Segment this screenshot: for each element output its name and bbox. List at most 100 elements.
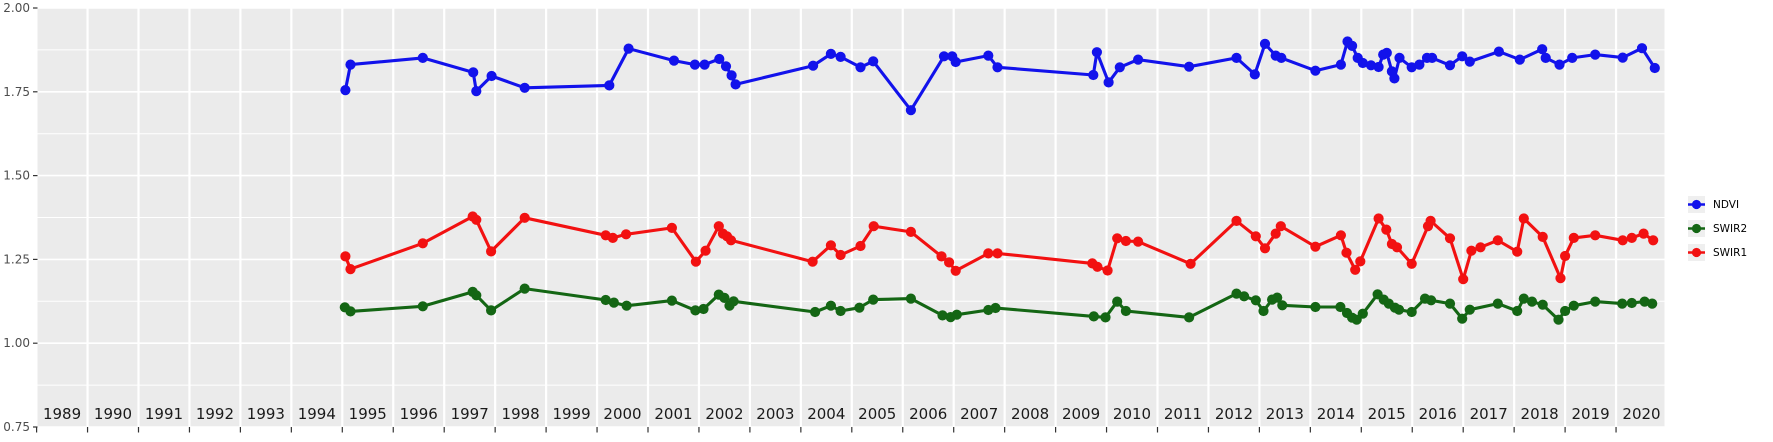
legend-item-swir2: SWIR2: [1688, 220, 1747, 237]
data-point-swir2: [1357, 308, 1368, 319]
data-point-swir2: [937, 310, 948, 321]
data-point-ndvi: [992, 62, 1003, 73]
data-point-ndvi: [1554, 59, 1565, 70]
data-point-swir1: [992, 248, 1003, 259]
data-point-ndvi: [1231, 52, 1242, 64]
data-point-swir2: [690, 305, 701, 316]
legend-item-ndvi: NDVI: [1688, 196, 1747, 213]
x-axis-year-label: 2012: [1215, 405, 1253, 423]
data-point-swir1: [1425, 215, 1436, 226]
data-point-swir2: [825, 300, 837, 311]
data-point-ndvi: [340, 85, 351, 96]
data-point-swir1: [1391, 242, 1403, 253]
data-point-swir1: [1537, 231, 1548, 242]
data-point-swir1: [1112, 233, 1123, 244]
data-point-swir2: [719, 292, 730, 303]
x-axis-year-label: 2001: [654, 405, 692, 423]
data-point-swir1: [1310, 241, 1321, 252]
data-point-swir1: [1466, 245, 1477, 256]
data-point-swir2: [951, 309, 962, 320]
data-point-swir2: [1457, 313, 1468, 324]
data-point-swir1: [1275, 221, 1286, 232]
x-axis-year-label: 2019: [1571, 405, 1609, 423]
data-point-swir1: [1406, 258, 1417, 269]
y-axis-tick-label: 1.50: [3, 169, 30, 183]
data-point-swir2: [1277, 300, 1288, 311]
data-point-ndvi: [345, 59, 356, 70]
data-point-swir2: [1184, 312, 1195, 323]
data-point-swir1: [1560, 250, 1571, 262]
data-point-swir2: [1590, 296, 1601, 307]
data-point-swir2: [1310, 301, 1321, 313]
data-point-swir2: [1560, 305, 1571, 317]
data-point-swir2: [621, 300, 632, 311]
data-point-swir2: [1647, 298, 1658, 309]
data-point-swir1: [807, 256, 818, 267]
legend-label-ndvi: NDVI: [1713, 198, 1740, 211]
data-point-swir1: [1626, 232, 1637, 243]
data-point-ndvi: [1335, 59, 1346, 70]
data-point-ndvi: [1414, 59, 1425, 70]
data-point-swir1: [1092, 261, 1103, 272]
data-point-ndvi: [1444, 60, 1456, 71]
x-axis-year-label: 1992: [196, 405, 234, 423]
data-point-swir2: [1553, 314, 1564, 325]
data-point-ndvi: [1389, 73, 1400, 84]
data-point-ndvi: [1649, 62, 1660, 74]
data-point-ndvi: [417, 52, 428, 64]
data-point-swir2: [1568, 300, 1579, 311]
data-point-swir1: [1638, 228, 1649, 239]
data-point-ndvi: [714, 53, 725, 65]
legend-key-swir2: [1688, 220, 1705, 237]
x-axis-year-label: 2002: [705, 405, 743, 423]
data-point-swir2: [854, 302, 865, 313]
x-axis-year-label: 1993: [247, 405, 285, 423]
data-point-ndvi: [1347, 40, 1358, 52]
data-point-swir2: [698, 303, 709, 315]
data-point-swir1: [1617, 235, 1628, 246]
data-point-swir2: [1250, 295, 1261, 306]
data-point-swir1: [486, 246, 497, 257]
data-point-swir1: [1102, 265, 1113, 276]
data-point-ndvi: [1103, 77, 1114, 88]
data-point-swir2: [486, 305, 497, 316]
data-point-ndvi: [1617, 52, 1628, 63]
data-point-ndvi: [1114, 62, 1125, 73]
data-point-swir2: [728, 296, 739, 307]
data-point-ndvi: [1394, 52, 1405, 64]
data-point-swir2: [1537, 299, 1548, 310]
data-point-ndvi: [1259, 38, 1271, 50]
data-point-ndvi: [1365, 60, 1377, 71]
data-point-swir2: [1626, 297, 1637, 309]
data-point-swir1: [1185, 258, 1196, 269]
x-axis-year-label: 2010: [1113, 405, 1151, 423]
data-point-swir1: [825, 240, 837, 251]
x-axis-year-label: 1991: [145, 405, 183, 423]
data-point-ndvi: [1133, 54, 1144, 65]
data-point-swir2: [1492, 298, 1503, 309]
data-point-swir2: [1464, 304, 1475, 315]
data-point-ndvi: [699, 59, 710, 70]
data-point-swir2: [1258, 305, 1269, 317]
data-point-swir1: [417, 238, 428, 249]
x-axis-year-label: 1997: [451, 405, 489, 423]
data-point-swir2: [905, 293, 917, 304]
line-point-glyph-icon: [1688, 223, 1705, 234]
y-axis-tick-label: 1.25: [3, 252, 30, 266]
data-point-ndvi: [1636, 43, 1648, 54]
data-point-ndvi: [1381, 47, 1392, 59]
data-point-ndvi: [938, 51, 950, 62]
data-point-swir1: [983, 248, 994, 259]
data-point-swir2: [1406, 306, 1417, 318]
data-point-ndvi: [1464, 56, 1475, 67]
data-point-swir1: [607, 232, 618, 243]
data-point-swir1: [519, 212, 530, 223]
data-point-ndvi: [519, 82, 530, 93]
data-point-ndvi: [1373, 61, 1384, 73]
data-point-ndvi: [1276, 52, 1287, 64]
data-point-swir1: [345, 264, 356, 275]
x-axis-year-label: 2003: [756, 405, 794, 423]
data-point-swir1: [1120, 235, 1131, 247]
data-point-swir2: [1120, 305, 1131, 317]
